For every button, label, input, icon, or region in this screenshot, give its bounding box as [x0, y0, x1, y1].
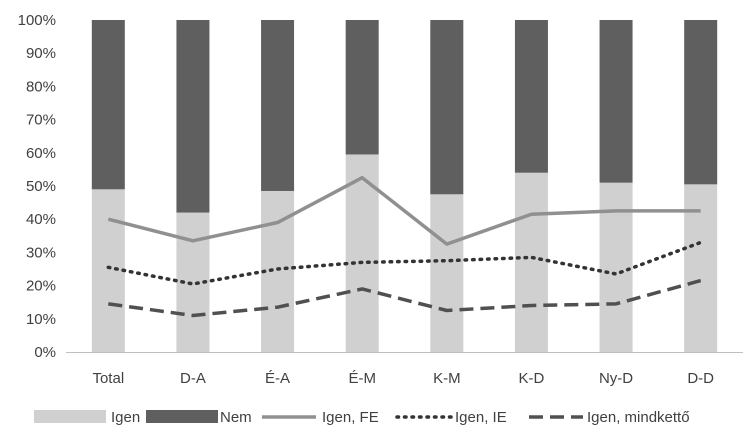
line-igen-fe [107, 175, 701, 246]
bar-segment-nem [261, 20, 295, 191]
bar-segment-nem [176, 20, 210, 213]
x-tick-label: É-M [348, 370, 376, 387]
bar-segment-nem [599, 20, 633, 183]
x-tick-label: D-A [180, 370, 206, 387]
x-tick-label: Ny-D [599, 370, 633, 387]
y-tick-label: 30% [26, 244, 56, 261]
y-tick-label: 70% [26, 112, 56, 129]
legend-igen-swatch [34, 410, 106, 423]
bar-segment-nem [345, 20, 379, 155]
line-igen-ie [106, 240, 703, 286]
y-axis: 0% 10% 20% 30% 40% 50% 60% 70% 80% 90% 100% [18, 12, 56, 361]
x-tick-label: K-D [519, 370, 545, 387]
bar-segment-igen [514, 172, 548, 352]
bar-segment-nem [430, 20, 464, 195]
x-tick-label: D-D [687, 370, 714, 387]
legend-igen-ie-label: Igen, IE [455, 409, 507, 426]
legend: Igen Nem Igen, FE Igen, IE Igen, mindkettő [34, 409, 690, 426]
y-tick-label: 80% [26, 78, 56, 95]
x-tick-label: Total [92, 370, 124, 387]
x-tick-label: É-A [265, 370, 290, 387]
y-tick-label: 60% [26, 145, 56, 162]
bar-segment-igen [91, 189, 125, 352]
bar-segment-nem [684, 20, 718, 185]
x-tick-label: K-M [433, 370, 461, 387]
y-tick-label: 0% [34, 344, 56, 361]
y-tick-label: 100% [18, 12, 56, 29]
series-lines [106, 175, 703, 318]
legend-igen-mindketto-label: Igen, mindkettő [587, 409, 690, 426]
legend-igen-fe-label: Igen, FE [322, 409, 379, 426]
bar-segment-nem [91, 20, 125, 190]
bar-segment-igen [599, 182, 633, 352]
bar-segment-nem [514, 20, 548, 173]
bars [91, 20, 718, 352]
legend-igen-label: Igen [111, 409, 140, 426]
y-tick-label: 10% [26, 311, 56, 328]
y-tick-label: 20% [26, 278, 56, 295]
x-axis: Total D-A É-A É-M K-M K-D Ny-D D-D [66, 352, 743, 387]
y-tick-label: 90% [26, 45, 56, 62]
y-tick-label: 50% [26, 178, 56, 195]
legend-nem-swatch [146, 410, 218, 423]
y-tick-label: 40% [26, 211, 56, 228]
legend-nem-label: Nem [220, 409, 252, 426]
bar-segment-igen [430, 194, 464, 352]
line-igen-mindketto [108, 278, 702, 318]
